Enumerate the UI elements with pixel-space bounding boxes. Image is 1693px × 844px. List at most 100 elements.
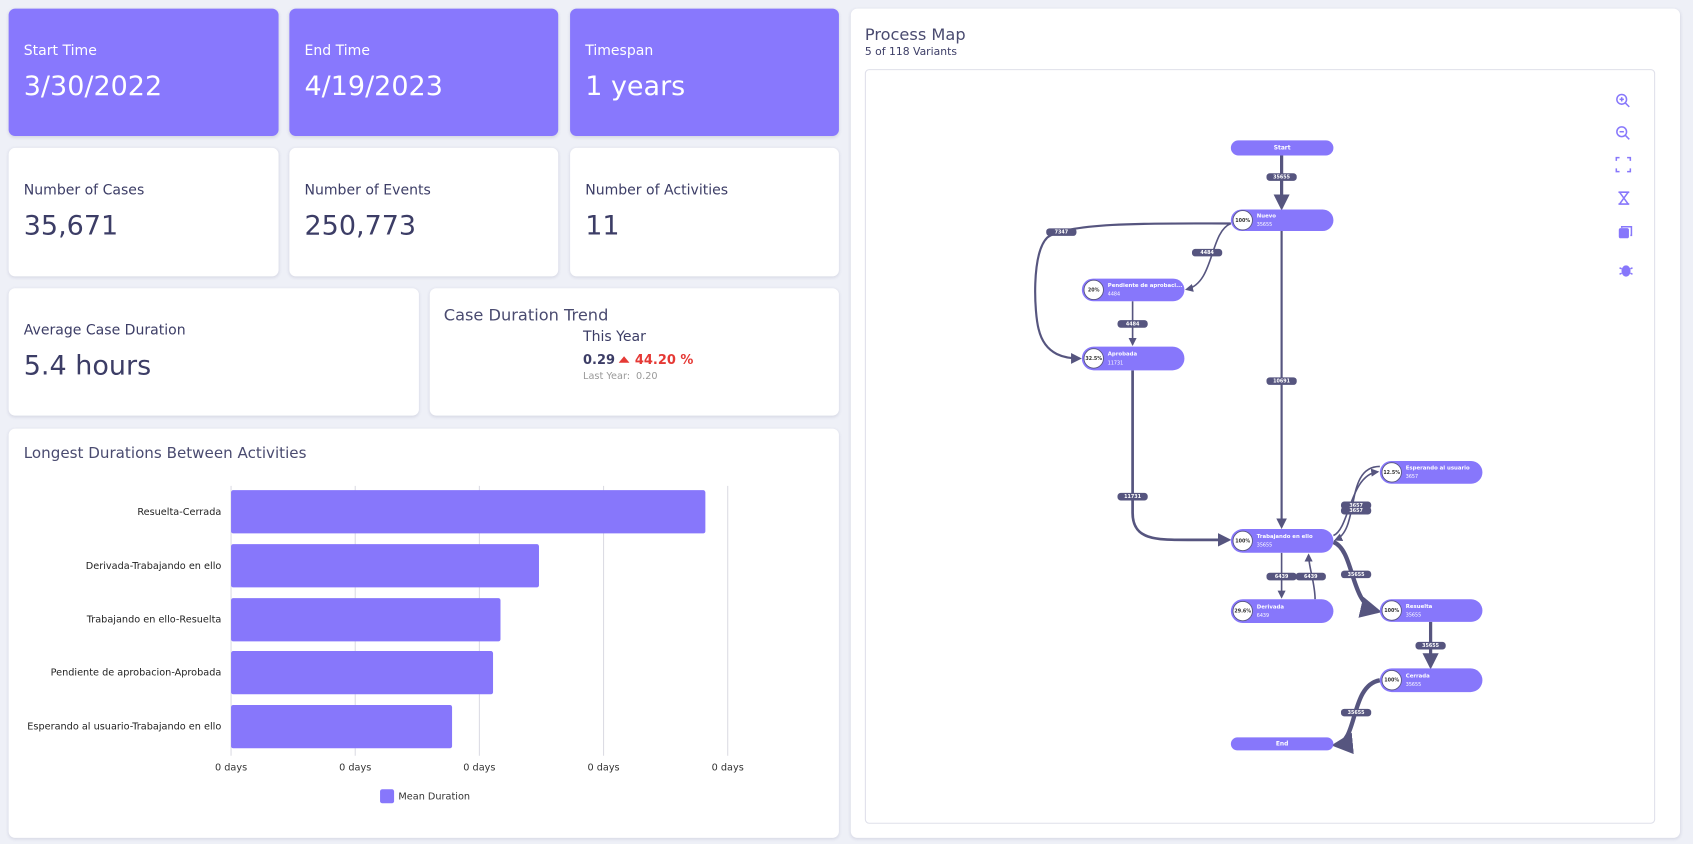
edge-label-bg xyxy=(1266,377,1297,385)
bar xyxy=(231,705,453,749)
edge-label: 6439 xyxy=(1304,574,1318,580)
x-tick-label: 0 days xyxy=(463,763,495,774)
node-label: Nuevo xyxy=(1257,213,1276,219)
node-label: Aprobada xyxy=(1108,352,1138,358)
node-pct: 100% xyxy=(1235,218,1250,224)
map-canvas xyxy=(864,69,1656,824)
node-label: Esperando al usuario xyxy=(1406,466,1470,472)
edge-label: 10691 xyxy=(1273,379,1290,385)
debug-button[interactable] xyxy=(1619,265,1633,277)
node-count: 35655 xyxy=(1406,682,1421,688)
kpi-value: 250,773 xyxy=(304,209,417,241)
edge-label-bg xyxy=(1295,572,1326,581)
node-count: 4484 xyxy=(1108,292,1120,298)
node-label: Trabajando en ello xyxy=(1257,534,1313,540)
trend-last-label: Last Year: xyxy=(583,371,631,383)
kpi-label: Number of Events xyxy=(304,182,431,199)
node: 20% Pendiente de aprobaci... 4484 xyxy=(1081,278,1185,302)
kpi-card: End Time 4/19/2023 xyxy=(289,8,559,137)
node: 32.5% Aprobada 11731 xyxy=(1081,346,1185,371)
edge xyxy=(1185,222,1232,292)
node-box xyxy=(1230,140,1334,156)
zoom-out-button[interactable] xyxy=(1616,126,1630,140)
node-box xyxy=(1081,278,1185,302)
x-tick-label: 0 days xyxy=(587,763,619,774)
node-box xyxy=(1379,668,1483,693)
edge-label-bg xyxy=(1266,173,1297,181)
x-tick-label: 0 days xyxy=(215,763,247,774)
node-badge xyxy=(1381,600,1402,621)
node: 29.6% Derivada 6439 xyxy=(1230,599,1334,623)
node-box xyxy=(1081,346,1185,371)
kpi-card: Number of Activities 11 xyxy=(570,147,839,277)
kpi-value: 11 xyxy=(585,209,620,241)
node-label: End xyxy=(1276,740,1289,747)
node-badge xyxy=(1381,462,1402,483)
fit-button[interactable] xyxy=(1615,156,1632,173)
edge-label-bg xyxy=(1117,492,1148,501)
kpi-label: Number of Cases xyxy=(23,182,145,199)
edge-label: 4484 xyxy=(1200,250,1214,256)
node-label: Derivada xyxy=(1257,604,1285,610)
bar xyxy=(231,544,539,588)
edge-label-bg xyxy=(1340,506,1372,515)
x-tick-label: 0 days xyxy=(339,763,371,774)
kpi-label: Timespan xyxy=(585,43,654,60)
edge-label: 3657 xyxy=(1349,508,1362,514)
kpi-value: 3/30/2022 xyxy=(23,70,163,102)
kpi-card: Number of Events 250,773 xyxy=(289,147,559,277)
edge-label-bg xyxy=(1266,572,1297,581)
trend-arrow xyxy=(618,356,630,363)
time-button[interactable] xyxy=(1618,191,1630,205)
edge-label: 6439 xyxy=(1275,574,1289,580)
node-pct: 29.6% xyxy=(1234,609,1251,615)
legend-swatch xyxy=(380,789,395,804)
y-tick-label: Resuelta-Cerrada xyxy=(137,507,221,518)
node: 100% Cerrada 35655 xyxy=(1379,668,1483,693)
node: 12.5% Esperando al usuario 3657 xyxy=(1379,461,1483,484)
node-box xyxy=(1379,599,1483,622)
trend-card: Case Duration Trend This Year 0.29 44.20… xyxy=(429,288,839,416)
y-tick-label: Trabajando en ello-Resuelta xyxy=(86,615,222,626)
bar xyxy=(231,490,706,534)
node-badge xyxy=(1083,348,1104,369)
edge-label-bg xyxy=(1191,248,1223,257)
kpi-value: 4/19/2023 xyxy=(304,70,443,102)
node-pct: 32.5% xyxy=(1085,356,1102,362)
zoom-in-button[interactable] xyxy=(1616,93,1630,108)
node: End xyxy=(1230,737,1334,751)
node-pct: 20% xyxy=(1088,287,1100,293)
node-label: Resuelta xyxy=(1406,604,1433,610)
kpi-card: Number of Cases 35,671 xyxy=(8,147,279,277)
node-badge xyxy=(1381,670,1402,691)
node-label: Pendiente de aprobaci... xyxy=(1108,283,1182,289)
bar xyxy=(231,651,494,695)
node-box xyxy=(1379,461,1483,484)
node-count: 11731 xyxy=(1108,360,1123,366)
node: Start xyxy=(1230,140,1334,156)
kpi-label: Number of Activities xyxy=(585,182,729,199)
edges: 35655 7347 4484 4484 10691 11731 6439 6439 3657 3… xyxy=(1034,155,1446,755)
edge-label: 35655 xyxy=(1422,643,1439,649)
edge-label-bg xyxy=(1340,570,1372,579)
node-pct: 100% xyxy=(1235,538,1250,544)
edge-label-bg xyxy=(1117,320,1148,328)
edge-label: 35655 xyxy=(1348,572,1365,578)
edge-label: 4484 xyxy=(1126,321,1140,327)
kpi-value: 35,671 xyxy=(23,209,119,241)
node-count: 6439 xyxy=(1257,613,1269,619)
edge-label: 7347 xyxy=(1055,230,1068,236)
map-title: Process Map xyxy=(864,24,966,45)
edge-label: 35655 xyxy=(1348,710,1365,716)
node-pct: 100% xyxy=(1384,608,1399,614)
copy-button[interactable] xyxy=(1618,225,1633,239)
node: 100% Nuevo 35655 xyxy=(1230,209,1334,232)
node: 100% Trabajando en ello 35655 xyxy=(1230,529,1334,553)
edge xyxy=(1131,370,1232,547)
node-box xyxy=(1230,737,1334,751)
y-tick-label: Derivada-Trabajando en ello xyxy=(86,561,222,572)
trend-period: This Year xyxy=(583,329,646,346)
